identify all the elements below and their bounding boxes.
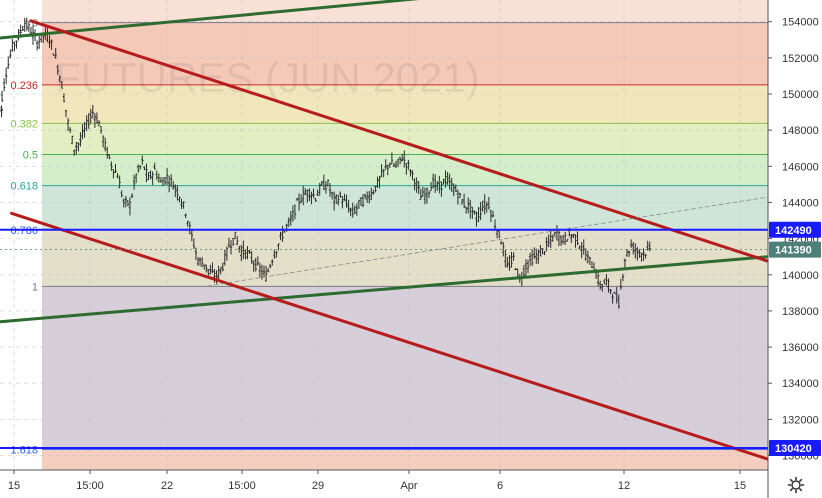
price-tag-141390	[769, 241, 821, 258]
price-tag-label: 141390	[775, 245, 812, 257]
upper-red-channel-line[interactable]	[29, 19, 770, 263]
price-tick-label: 150000	[782, 89, 819, 101]
price-tag-142490	[769, 221, 821, 238]
lower-green-trendline[interactable]	[0, 255, 770, 324]
fibonacci-zones	[42, 0, 768, 470]
fib-zone-top	[42, 0, 768, 23]
fib-zone-0.618-0.786	[42, 185, 768, 230]
fib-zone-0.382-0.5	[42, 123, 768, 155]
dashed-midline[interactable]	[206, 196, 769, 287]
price-tag-label: 130420	[775, 443, 812, 455]
fib-label-0.5: 0.5	[23, 149, 38, 161]
fib-label-0.786: 0.786	[10, 225, 38, 237]
symbol-watermark: FUTURES (JUN 2021)	[55, 54, 480, 101]
price-tick-label: 154000	[782, 17, 819, 29]
fib-zone-bottom	[42, 449, 768, 470]
price-tick-label: 136000	[782, 342, 819, 354]
time-tick-label: 29	[312, 480, 324, 492]
price-tick-label: 144000	[782, 197, 819, 209]
fib-zone-0-0.236	[42, 22, 768, 85]
fib-label-1.618: 1.618	[10, 444, 38, 456]
time-tick-label: 15	[734, 480, 746, 492]
time-tick-label: 22	[161, 480, 173, 492]
chart-settings-gear-icon[interactable]	[784, 474, 808, 496]
time-tick-label: 6	[497, 480, 503, 492]
time-axis-background	[0, 470, 768, 498]
chart-grid	[0, 0, 768, 470]
fib-label-0.236: 0.236	[10, 80, 38, 92]
time-tick-label: 12	[618, 480, 630, 492]
lower-red-channel-line[interactable]	[10, 211, 770, 461]
price-tick-label: 148000	[782, 125, 819, 137]
price-axis-ticks: 1540001520001500001480001460001440001420…	[768, 17, 819, 463]
time-tick-label: 15:00	[76, 480, 104, 492]
fib-label-0.618: 0.618	[10, 181, 38, 193]
time-axis-ticks: 15 15:00 22 15:00 29 Apr 6 12 15	[8, 470, 746, 492]
time-tick-label: Apr	[400, 480, 417, 492]
price-tick-label: 152000	[782, 53, 819, 65]
price-axis-markers: 142490 141390 130420	[769, 221, 821, 456]
fib-label-1: 1	[32, 281, 38, 293]
fib-zone-0.5-0.618	[42, 154, 768, 186]
time-tick-label: 15	[8, 480, 20, 492]
upper-green-trendline[interactable]	[0, 0, 768, 40]
horizontal-price-lines[interactable]	[0, 228, 768, 449]
price-tick-label: 132000	[782, 414, 819, 426]
price-tick-label: 134000	[782, 378, 819, 390]
trend-lines[interactable]	[0, 0, 770, 461]
price-tick-label: 138000	[782, 306, 819, 318]
fib-zone-0.236-0.382	[42, 84, 768, 124]
fib-zone-1-1.618	[42, 286, 768, 450]
price-tag-130420	[769, 439, 821, 456]
time-tick-label: 15:00	[228, 480, 256, 492]
fib-label-0.382: 0.382	[10, 118, 38, 130]
candlestick-series	[0, 17, 651, 309]
price-tag-label: 142490	[775, 225, 812, 237]
price-tick-label: 140000	[782, 270, 819, 282]
price-tick-label: 146000	[782, 161, 819, 173]
fib-zone-0.786-1	[42, 229, 768, 287]
